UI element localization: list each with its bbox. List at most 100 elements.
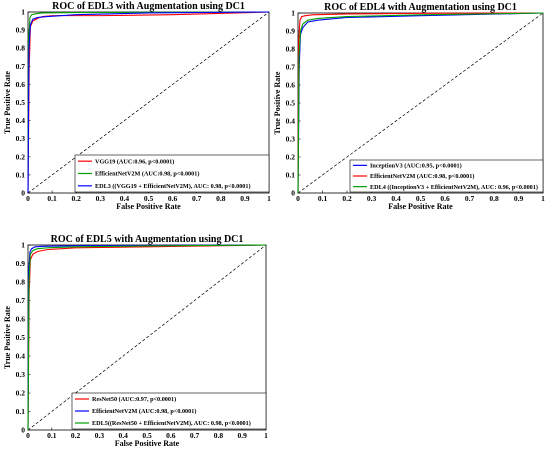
chart1-ytick-label: 0.1 [16, 170, 26, 179]
chart2-ytick-label: 1 [291, 9, 295, 18]
chart2-xtick-label: 0.3 [367, 194, 377, 203]
chart2-xtick-label: 0.7 [465, 194, 475, 203]
chart1-xtick-label: 0.5 [144, 194, 154, 203]
chart2-ytick-label: 0 [291, 189, 295, 198]
chart1-xtick-label: 0 [26, 194, 30, 203]
chart2-xtick-label: 0.9 [514, 194, 524, 203]
chart1-xtick-label: 0.8 [216, 194, 226, 203]
chart2-series-2-line [297, 12, 544, 194]
chart3-xtick-label: 0.3 [95, 431, 105, 440]
chart1-ytick-label: 0.8 [16, 44, 26, 53]
chart2-legend-label-3: EDL4 ((InceptionV3 + EfficientNetV2M), A… [370, 184, 538, 191]
chart1-xtick-label: 0.2 [72, 194, 82, 203]
chart2-legend: InceptionV3 (AUC:0.95, p<0.0001) Efficien… [349, 159, 544, 193]
chart2-ytick-label: 0.4 [286, 117, 296, 126]
chart1-xtick-label: 1 [267, 194, 271, 203]
chart1-legend-label-3: EDL3 ((VGG19 + EfficientNetV2M), AUC: 0.… [95, 183, 251, 190]
chart2-ytick-label: 0.8 [286, 45, 296, 54]
chart3-ytick-label: 0.3 [16, 370, 26, 379]
chart1-ytick-label: 0.3 [16, 134, 26, 143]
chart2-xtick-label: 0.8 [489, 194, 499, 203]
chart3-series-1-line [27, 244, 267, 431]
chart1-ytick-label: 0.9 [16, 26, 26, 35]
chart3-legend-label-1: ResNet50 (AUC:0.97, p<0.0001) [92, 396, 176, 403]
chart2-title: ROC of EDL4 with Augmentation using DC1 [324, 2, 517, 13]
chart1-xtick-label: 0.3 [96, 194, 106, 203]
chart3-xtick-label: 0.7 [190, 431, 200, 440]
chart2-ytick-label: 0.2 [286, 153, 296, 162]
chart2-series-3-line [297, 12, 544, 194]
chart3-xtick-label: 0.5 [142, 431, 152, 440]
chart2-xlabel: False Positive Rate [388, 202, 453, 211]
chart3-ytick-label: 0.4 [16, 352, 26, 361]
chart1-chance-diagonal [27, 11, 270, 194]
chart2: ROC of EDL4 with Augmentation using DC1 0… [273, 2, 545, 211]
chart3-xtick-label: 0.1 [47, 431, 57, 440]
chart2-xtick-label: 0 [296, 194, 300, 203]
chart3-ytick-label: 0.9 [16, 259, 26, 268]
chart2-xtick-label: 1 [541, 194, 545, 203]
chart3-ytick-label: 1 [21, 241, 25, 250]
chart3-ytick-label: 0.2 [16, 389, 26, 398]
chart3-xtick-label: 0.6 [166, 431, 176, 440]
chart2-ytick-label: 0.6 [286, 81, 296, 90]
chart1-xtick-label: 0.4 [120, 194, 130, 203]
chart1-title: ROC of EDL3 with Augmentation using DC1 [52, 1, 245, 12]
chart2-xtick-label: 0.4 [391, 194, 401, 203]
chart1-ytick-label: 0.2 [16, 152, 26, 161]
chart3-xtick-label: 0.4 [119, 431, 129, 440]
chart2-xtick-label: 0.5 [416, 194, 426, 203]
chart1-xlabel: False Positive Rate [116, 202, 181, 211]
chart2-ytick-label: 0.5 [286, 99, 296, 108]
chart1-ytick-label: 0.6 [16, 80, 26, 89]
chart1-ytick-label: 0.4 [16, 116, 26, 125]
chart3-ytick-label: 0.1 [16, 407, 26, 416]
chart3-xtick-label: 0.2 [71, 431, 81, 440]
chart3-ytick-label: 0.5 [16, 333, 26, 342]
chart1-series-2-line [27, 11, 270, 194]
chart3-xtick-label: 0 [26, 431, 30, 440]
chart3-xtick-label: 1 [264, 431, 268, 440]
chart1-ytick-label: 0 [21, 189, 25, 198]
chart1-legend-label-2: EfficientNetV2M (AUC:0.98, p<0.0001) [95, 171, 199, 178]
chart2-legend-box [349, 159, 544, 193]
chart3-legend-label-3: EDL5((ResNet50 + EfficientNetV2M), AUC: … [92, 420, 251, 427]
chart3-xlabel: False Positive Rate [115, 439, 180, 447]
chart1-legend-box [74, 154, 270, 193]
chart3-title: ROC of EDL5 with Augmentation using DC1 [51, 234, 244, 245]
chart2-xtick-label: 0.6 [440, 194, 450, 203]
chart2-chance-diagonal [297, 12, 544, 194]
chart3-series-2-line [27, 244, 267, 431]
chart3-ytick-label: 0 [21, 426, 25, 435]
chart3: ROC of EDL5 with Augmentation using DC1 0… [3, 234, 268, 448]
chart3-legend-label-2: EfficientNetV2M (AUC:0.98, p<0.0001) [92, 408, 196, 415]
chart2-legend-label-1: InceptionV3 (AUC:0.95, p<0.0001) [370, 163, 462, 170]
chart1-ytick-label: 0.5 [16, 98, 26, 107]
chart3-ytick-label: 0.8 [16, 278, 26, 287]
chart1-legend-label-1: VGG19 (AUC:0.96, p<0.0001) [95, 158, 174, 165]
chart3-ytick-label: 0.7 [16, 296, 26, 305]
chart1: ROC of EDL3 with Augmentation using DC1 0… [3, 1, 271, 211]
chart1-xtick-label: 0.7 [192, 194, 202, 203]
chart3-ylabel: True Positive Rate [3, 306, 12, 369]
chart3-series-3-line [27, 244, 267, 431]
chart2-ytick-label: 0.7 [286, 63, 296, 72]
chart2-xtick-label: 0.2 [342, 194, 352, 203]
chart1-xtick-label: 0.9 [240, 194, 250, 203]
chart2-ytick-label: 0.1 [286, 171, 296, 180]
chart2-ytick-label: 0.9 [286, 27, 296, 36]
chart1-legend: VGG19 (AUC:0.96, p<0.0001) EfficientNetV2… [74, 154, 270, 193]
chart2-xtick-label: 0.1 [318, 194, 328, 203]
chart2-legend-label-2: EfficientNetV2M (AUC:0.98, p<0.0001) [370, 173, 474, 180]
chart3-legend: ResNet50 (AUC:0.97, p<0.0001) EfficientNe… [71, 392, 267, 430]
chart3-legend-box [71, 392, 267, 430]
chart2-ytick-label: 0.3 [286, 135, 296, 144]
chart2-series-1-line [297, 12, 544, 194]
chart3-ytick-label: 0.6 [16, 315, 26, 324]
chart3-xtick-label: 0.9 [238, 431, 248, 440]
chart3-xtick-label: 0.8 [214, 431, 224, 440]
chart1-xtick-label: 0.1 [47, 194, 57, 203]
chart1-ylabel: True Positive Rate [3, 71, 12, 134]
chart1-ytick-label: 0.7 [16, 62, 26, 71]
